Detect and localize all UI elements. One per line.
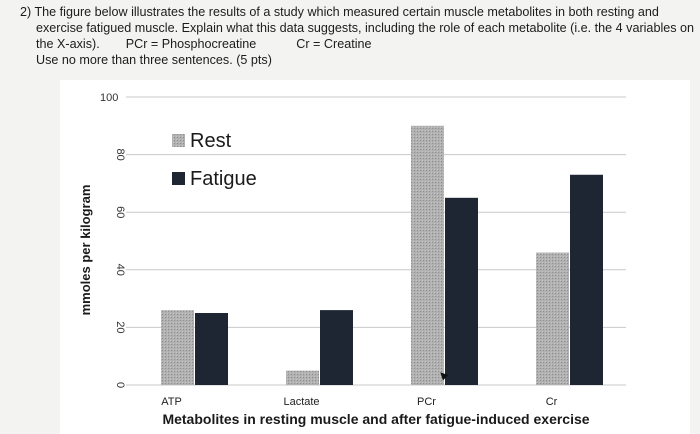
cr-definition: Cr = Creatine (296, 37, 372, 51)
chart-sheet: 0 20 40 60 80 100 ATP Lactate PCr Cr Rest Fatigue… (60, 80, 690, 434)
y-tick-label: 60 (114, 206, 126, 218)
pcr-definition: PCr = Phosphocreatine (125, 37, 257, 51)
y-tick-label: 80 (114, 148, 126, 160)
legend-swatch-fatigue (172, 172, 185, 185)
question-line-2: exercise fatigued muscle. Explain what t… (36, 21, 695, 35)
bar-rest-pcr (411, 125, 444, 386)
legend-label-rest: Rest (190, 130, 232, 152)
question-text: 2) The figure below illustrates the resu… (20, 4, 695, 68)
bar-rest-atp (161, 310, 194, 385)
legend: Rest Fatigue (172, 130, 257, 190)
x-tick-label: ATP (161, 396, 182, 408)
x-tick-label: Lactate (283, 396, 319, 408)
bar-chart: 0 20 40 60 80 100 ATP Lactate PCr Cr Rest Fatigue… (78, 92, 626, 427)
bar-rest-cr (536, 252, 569, 385)
y-tick-label: 0 (114, 382, 126, 388)
bars (161, 125, 603, 386)
legend-swatch-rest (172, 134, 185, 147)
legend-label-fatigue: Fatigue (190, 168, 257, 190)
question-line-3-start: the X-axis). (36, 37, 100, 51)
bar-fatigue-lactate (320, 310, 353, 385)
x-tick-label: Cr (546, 396, 558, 408)
y-tick-label: 20 (114, 321, 126, 333)
x-axis-categories: ATP Lactate PCr Cr (161, 396, 557, 408)
question-line-1: 2) The figure below illustrates the resu… (20, 5, 659, 19)
y-axis-ticks: 0 20 40 60 80 100 (100, 92, 126, 388)
y-axis-label: mmoles per kilogram (78, 185, 93, 316)
bar-fatigue-atp (195, 313, 228, 385)
bar-fatigue-pcr (445, 197, 478, 385)
bar-fatigue-cr (570, 174, 603, 385)
bar-rest-lactate (286, 370, 319, 385)
question-line-4: Use no more than three sentences. (5 pts… (36, 53, 272, 67)
x-axis-label: Metabolites in resting muscle and after … (162, 411, 589, 427)
y-tick-label: 100 (100, 92, 118, 104)
question-line-3: the X-axis). PCr = Phosphocreatine Cr = Cr… (20, 36, 690, 52)
y-tick-label: 40 (114, 264, 126, 276)
x-tick-label: PCr (417, 396, 436, 408)
